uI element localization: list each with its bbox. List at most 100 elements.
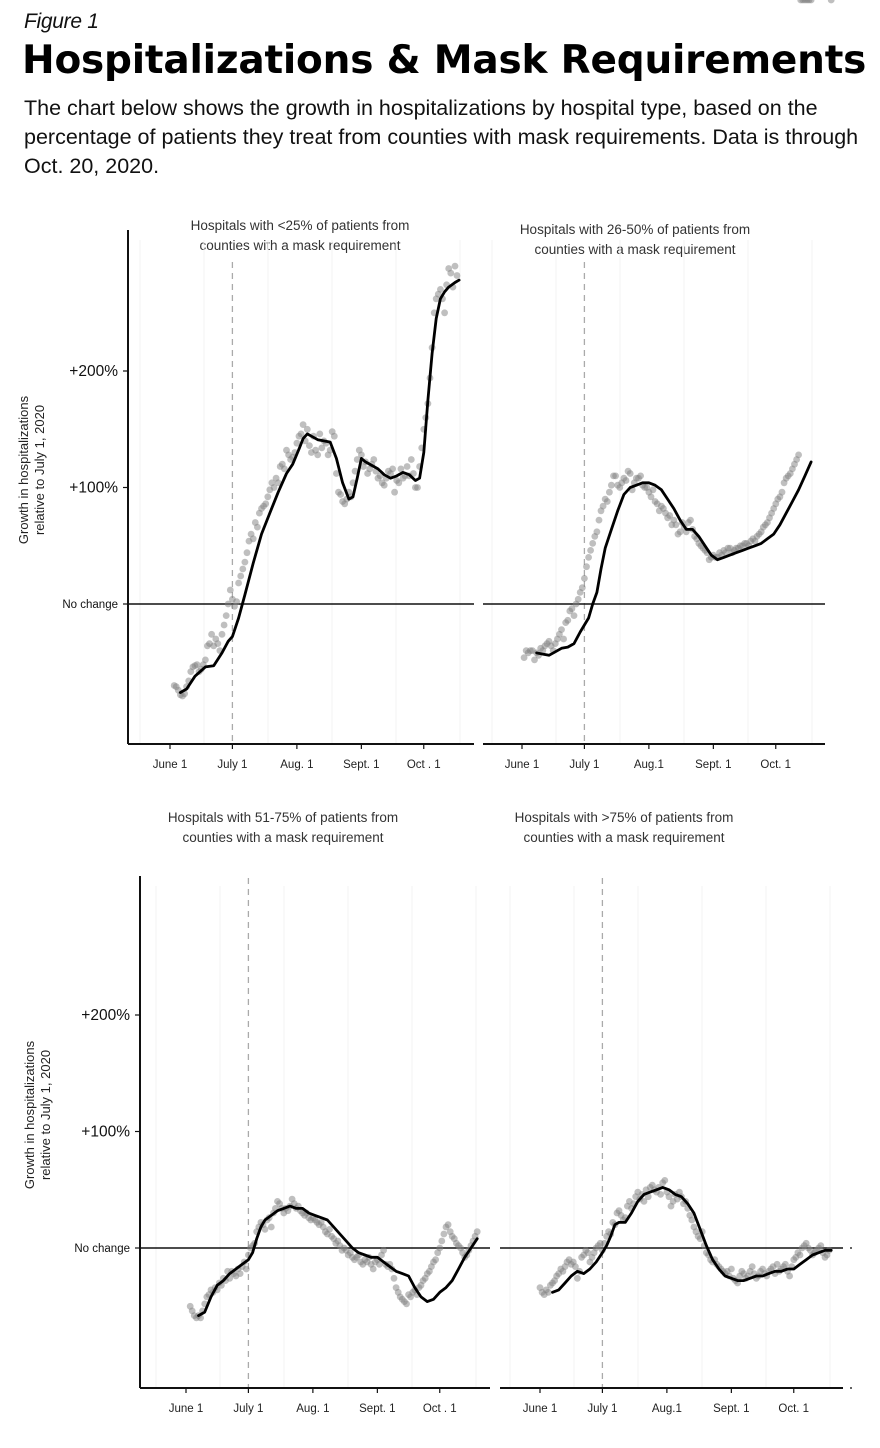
- y-tick-label: +200%: [81, 1007, 130, 1024]
- data-point: [473, 1228, 481, 1236]
- data-point: [637, 472, 644, 480]
- data-point: [665, 1193, 673, 1201]
- data-point: [380, 1246, 387, 1254]
- x-tick-label: July 1: [569, 759, 599, 771]
- data-point: [214, 640, 222, 647]
- panel-title-line2: counties with a mask requirement: [523, 830, 724, 845]
- data-point: [353, 456, 361, 463]
- data-point: [564, 616, 572, 624]
- data-point: [202, 656, 209, 664]
- data-point: [688, 1216, 696, 1224]
- data-point: [337, 491, 344, 498]
- data-point: [626, 470, 634, 477]
- x-tick-label: Aug. 1: [280, 759, 313, 771]
- data-point: [220, 621, 228, 629]
- data-point: [441, 309, 448, 317]
- x-tick-label: Oct . 1: [423, 1403, 457, 1415]
- data-point: [574, 1274, 581, 1282]
- data-point: [395, 479, 403, 487]
- data-point: [407, 456, 415, 463]
- x-tick-label: Oct . 1: [407, 759, 441, 771]
- panel-top-right: Hospitals with 26-50% of patients from c…: [483, 0, 825, 771]
- data-point: [237, 572, 245, 580]
- data-point: [369, 1265, 377, 1273]
- data-point: [587, 547, 594, 554]
- data-point: [239, 565, 247, 573]
- data-point: [544, 1288, 552, 1296]
- data-point: [570, 612, 578, 619]
- data-point: [796, 1251, 804, 1259]
- panel-title-line2: counties with a mask requirement: [534, 242, 735, 257]
- x-tick-label: June 1: [153, 759, 188, 771]
- data-point: [306, 442, 313, 449]
- data-point: [380, 481, 388, 489]
- data-point: [612, 472, 619, 480]
- data-point: [218, 630, 226, 638]
- x-tick-label: July 1: [217, 759, 247, 771]
- y-axis-label: Growth in hospitalizationsrelative to Ju…: [22, 1040, 53, 1189]
- data-point: [672, 521, 680, 529]
- data-point: [281, 465, 288, 473]
- data-point: [603, 498, 611, 505]
- data-point: [351, 467, 359, 475]
- data-point: [574, 595, 582, 603]
- data-point: [261, 1226, 269, 1233]
- data-point: [249, 535, 257, 543]
- data-point: [666, 512, 674, 519]
- data-point: [414, 484, 421, 491]
- panel-bottom-left: Hospitals with 51-75% of patients from c…: [22, 810, 490, 1415]
- x-tick-label: Sept. 1: [695, 759, 731, 771]
- data-point: [264, 493, 272, 501]
- data-point: [599, 502, 607, 510]
- data-point: [397, 465, 405, 473]
- x-tick-label: Aug.1: [652, 1403, 682, 1415]
- data-point: [748, 1263, 756, 1270]
- data-point: [572, 1263, 579, 1270]
- data-point: [661, 1177, 669, 1184]
- data-point: [568, 605, 576, 613]
- data-point: [786, 1272, 793, 1280]
- data-point: [622, 477, 630, 484]
- data-point: [520, 654, 528, 661]
- data-point: [262, 500, 270, 508]
- data-point: [447, 269, 455, 277]
- figure-label: Figure 1: [24, 10, 99, 33]
- panel-title-line2: counties with a mask requirement: [182, 830, 383, 845]
- panel-title: Hospitals with >75% of patients from: [515, 810, 734, 825]
- data-point: [254, 523, 261, 531]
- data-point: [687, 516, 694, 524]
- data-point: [390, 1274, 398, 1282]
- data-point: [440, 1230, 448, 1238]
- data-point: [370, 456, 378, 463]
- data-point: [657, 1191, 664, 1198]
- data-point: [531, 656, 538, 664]
- x-tick-label: Aug. 1: [296, 1403, 329, 1415]
- data-point: [241, 558, 249, 566]
- data-point: [581, 575, 588, 582]
- data-point: [242, 1265, 250, 1273]
- data-point: [589, 540, 597, 547]
- data-point: [676, 528, 684, 536]
- y-axis-label: Growth in hospitalizationsrelative to Ju…: [16, 395, 47, 544]
- data-point: [585, 554, 592, 561]
- panel-title: Hospitals with 51-75% of patients from: [168, 810, 398, 825]
- data-point: [595, 516, 603, 524]
- data-point: [647, 493, 655, 501]
- x-tick-label: Sept. 1: [359, 1403, 395, 1415]
- y-tick-label: +100%: [69, 480, 118, 497]
- data-point: [274, 479, 282, 487]
- data-point: [235, 579, 243, 587]
- trend-line: [179, 278, 461, 694]
- trend-line: [197, 1204, 479, 1317]
- data-point: [267, 1223, 275, 1231]
- data-point: [297, 430, 305, 438]
- x-tick-label: Oct. 1: [778, 1403, 809, 1415]
- y-tick-label: No change: [74, 1243, 130, 1255]
- data-point: [560, 635, 567, 643]
- data-point: [403, 1300, 410, 1308]
- panel-bottom-right: Hospitals with >75% of patients from cou…: [500, 0, 852, 1415]
- axis-end-dot: [850, 1387, 852, 1389]
- data-point: [233, 598, 241, 606]
- data-point: [453, 272, 461, 279]
